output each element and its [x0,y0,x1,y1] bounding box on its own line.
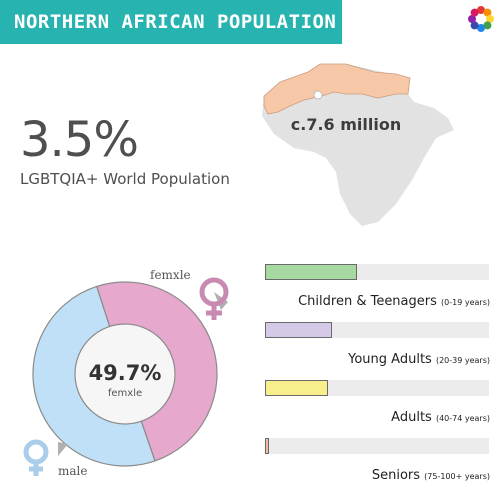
bar-category-name: Adults [391,410,436,425]
bar-label: Seniors (75-100+ years) [372,468,490,483]
africa-map [262,63,454,226]
map-marker [313,90,323,100]
bar-fill [265,322,332,338]
bar-fill [265,438,269,454]
bar-category-name: Young Adults [348,352,436,367]
bar-category-name: Seniors [371,468,425,483]
bar-track [265,264,489,280]
bar-track [265,322,489,338]
female-symbol-icon [199,277,229,320]
male-symbol-icon [23,439,49,476]
bar-label: Young Adults (20-39 years) [348,352,490,367]
stat-value: 3.5% [20,112,139,168]
donut-center-label: femxle [108,388,142,399]
northern-africa-region [263,63,411,115]
male-label: male [58,464,87,478]
bar-category-range: (40-74 years) [435,414,490,423]
bar-category-range: (0-19 years) [441,298,490,307]
bar-category-name: Children & Teenagers [298,294,442,309]
bar-label: Children & Teenagers (0-19 years) [298,294,490,309]
bar-label: Adults (40-74 years) [391,410,490,425]
page-title: NORTHERN AFRICAN POPULATION [14,11,337,33]
male-callout-pointer [58,442,68,456]
bar-category-range: (20-39 years) [435,356,490,365]
donut-hole [74,323,176,425]
bar-track [265,380,489,396]
bar-fill [265,380,328,396]
age-bar-chart: Children & Teenagers (0-19 years) Young A… [262,264,500,500]
gender-donut-chart: 49.7% femxle femxle male [23,268,229,478]
female-label: femxle [150,268,191,282]
donut-center-value: 49.7% [89,361,162,385]
bar-track [265,438,489,454]
stat-label: LGBTQIA+ World Population [20,170,230,188]
bar-fill [265,264,357,280]
population-estimate: c.7.6 million [290,115,402,134]
africa-continent [262,64,454,226]
pinwheel-logo-icon [468,6,494,32]
title-band: NORTHERN AFRICAN POPULATION [0,0,342,44]
bar-category-range: (75-100+ years) [424,472,490,481]
